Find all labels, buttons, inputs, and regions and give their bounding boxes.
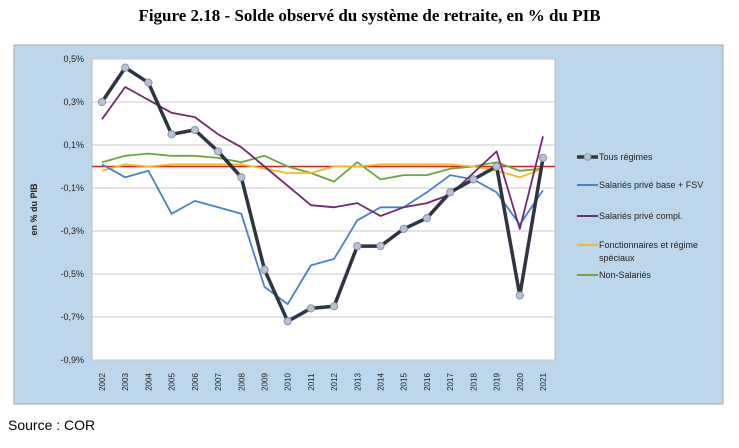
x-tick-label: 2007 [214,373,223,391]
data-point [469,175,478,184]
data-point [213,147,223,156]
series-line-3 [101,163,544,179]
data-point [97,97,107,107]
x-tick-label: 2003 [121,373,130,391]
x-tick-label: 2016 [423,373,432,391]
data-point [121,63,130,72]
x-tick-label: 2010 [284,373,293,391]
x-tick-label: 2011 [307,373,316,391]
x-tick-label: 2021 [539,373,548,391]
data-point [190,125,199,135]
y-tick-label: -0,7% [60,312,84,322]
data-point [167,130,176,139]
x-tick-label: 2006 [191,373,200,391]
data-point [283,317,292,326]
y-tick-label: 0,3% [63,97,84,107]
data-point [144,78,153,87]
x-tick-label: 2008 [237,373,246,391]
data-point [399,224,408,233]
plot-area [91,58,556,361]
x-tick-label: 2018 [469,373,478,391]
legend-marker [583,153,592,161]
y-tick-label: 0,1% [63,140,84,150]
y-axis-label: en % du PIB [29,183,39,236]
x-tick-label: 2013 [353,373,362,391]
data-point [353,241,362,251]
data-point [538,153,548,162]
x-tick-label: 2005 [168,373,177,391]
legend-label: Salariés privé compl. [599,211,683,221]
x-tick-label: 2017 [446,373,455,391]
y-tick-label: -0,3% [60,226,84,236]
x-tick-label: 2020 [516,373,525,391]
x-tick-label: 2012 [330,373,339,391]
legend-label: Tous régimes [599,152,653,162]
x-tick-label: 2015 [400,373,409,391]
data-point [260,265,269,274]
legend-label: Fonctionnaires et régime spéciaux [599,240,698,263]
y-tick-label: -0,9% [60,355,84,365]
legend-label: Non-Salariés [599,270,652,280]
data-point [422,214,432,223]
x-tick-label: 2009 [260,373,269,391]
legend-label: Salariés privé base + FSV [599,180,703,190]
chart-title: Figure 2.18 - Solde observé du système d… [138,6,601,25]
x-tick-label: 2002 [98,373,107,391]
y-tick-label: -0,5% [60,269,84,279]
x-tick-label: 2019 [493,373,502,391]
x-tick-label: 2004 [144,373,153,391]
data-point [237,173,246,182]
data-point [376,241,385,251]
y-tick-label: -0,1% [60,183,84,193]
data-point [515,291,524,300]
y-tick-label: 0,5% [63,54,84,64]
data-point [492,162,501,171]
series-line-2 [101,86,544,230]
x-tick-label: 2014 [377,373,386,391]
data-point [446,188,455,197]
data-point [306,304,315,313]
source-note: Source : COR [8,417,96,433]
data-point [330,302,339,311]
